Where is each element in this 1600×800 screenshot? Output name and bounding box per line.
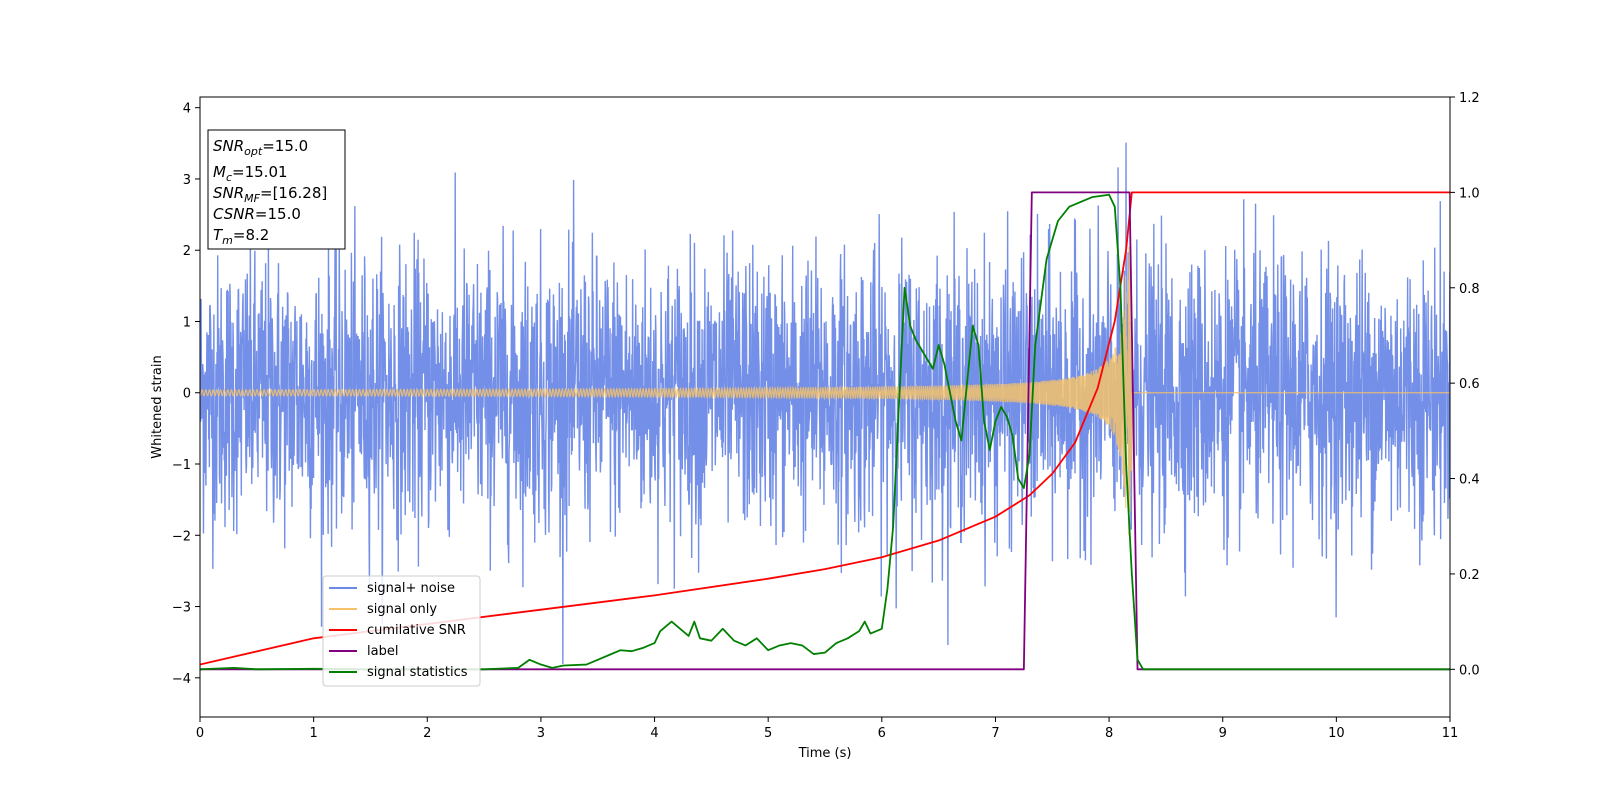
info-csnr: CSNR=15.0 [213,205,301,223]
x-tick-label: 0 [196,726,204,741]
x-tick-label: 4 [650,726,658,741]
ticks-layer: 0 1 2 3 4 5 6 7 8 9 10 1143210−1−2−3−41.21.00.80.60… [172,91,1480,741]
x-tick-label: 2 [423,726,431,741]
legend-label-label: label [367,644,398,659]
series-cumulative-snr [200,191,1450,666]
series-signal-noise [200,142,1450,665]
x-tick-label: 1 [309,726,317,741]
series-signal-only [200,246,1450,536]
y-right-tick-label: 0.8 [1459,282,1480,297]
legend-label-signal-only: signal only [367,602,437,617]
info-tm: Tm=8.2 [213,226,269,247]
plot-frame [199,96,1451,718]
x-tick-label: 8 [1105,726,1113,741]
x-tick-label: 11 [1442,726,1459,741]
y-left-tick-label: 4 [183,102,191,117]
y-right-tick-label: 0.4 [1459,473,1480,488]
y-right-tick-label: 1.0 [1459,186,1480,201]
info-snr-mf: SNRMF=[16.28] [213,184,327,205]
info-snr-opt: SNRopt=15.0 [213,137,308,158]
x-tick-label: 10 [1328,726,1345,741]
x-tick-label: 5 [764,726,772,741]
x-tick-label: 3 [537,726,545,741]
x-tick-label: 7 [991,726,999,741]
legend-label-cumulative-snr: cumilative SNR [367,623,466,638]
info-box-frame [207,129,346,250]
y-left-tick-label: −1 [172,458,191,473]
series-signal-statistics [200,193,1450,671]
y-left-tick-label: −4 [172,672,191,687]
info-box: SNRopt=15.0 Mc=15.01 SNRMF=[16.28] CSNR=… [207,129,346,250]
y-left-tick-label: −2 [172,529,191,544]
y-left-tick-label: 1 [183,315,191,330]
info-mc: Mc=15.01 [213,163,288,184]
y-left-tick-label: 2 [183,244,191,259]
legend-frame [322,575,481,687]
y-right-tick-label: 0.6 [1459,377,1480,392]
x-tick-label: 6 [878,726,886,741]
y-left-tick-label: 0 [183,387,191,402]
x-tick-label: 9 [1219,726,1227,741]
y-left-tick-label: 3 [183,173,191,188]
legend-label-signal-statistics: signal statistics [367,665,468,680]
x-axis-label: Time (s) [798,746,852,761]
y-right-tick-label: 0.0 [1459,663,1480,678]
series-layer [200,142,1450,671]
y-left-tick-label: −3 [172,601,191,616]
legend-label-signal-noise: signal+ noise [367,581,455,596]
legend: signal+ noise signal only cumilative SNR… [322,575,481,687]
y-right-tick-label: 0.2 [1459,568,1480,583]
y-axis-label: Whitened strain [150,355,165,458]
y-right-tick-label: 1.2 [1459,91,1480,106]
